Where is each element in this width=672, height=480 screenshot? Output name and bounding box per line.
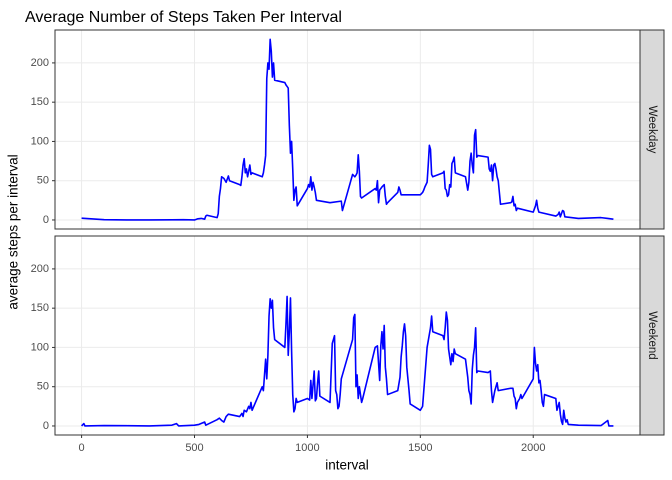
strip bbox=[639, 29, 665, 230]
panel-background bbox=[55, 236, 640, 435]
x-tick-label: 2000 bbox=[521, 442, 545, 454]
x-tick-label: 1500 bbox=[408, 442, 432, 454]
strip bbox=[639, 235, 665, 436]
y-tick-label: 100 bbox=[31, 135, 49, 147]
x-tick-label: 1000 bbox=[295, 442, 319, 454]
y-tick-label: 100 bbox=[31, 341, 49, 353]
y-tick-label: 150 bbox=[31, 302, 49, 314]
y-tick-label: 200 bbox=[31, 263, 49, 275]
y-tick-label: 0 bbox=[43, 214, 49, 226]
x-tick-label: 0 bbox=[79, 442, 85, 454]
y-tick-label: 50 bbox=[37, 381, 49, 393]
series-line bbox=[81, 295, 614, 427]
y-tick-label: 0 bbox=[43, 420, 49, 432]
chart-title: Average Number of Steps Taken Per Interv… bbox=[25, 9, 342, 26]
x-tick-label: 500 bbox=[185, 442, 203, 454]
y-tick-label: 50 bbox=[37, 175, 49, 187]
y-tick-label: 200 bbox=[31, 57, 49, 69]
strip-label: Weekday bbox=[646, 106, 658, 154]
x-axis-label: interval bbox=[325, 458, 369, 473]
series-line bbox=[81, 38, 614, 221]
panel-background bbox=[55, 30, 640, 229]
y-axis-label: average steps per interval bbox=[6, 154, 21, 309]
y-tick-label: 150 bbox=[31, 96, 49, 108]
strip-label: Weekend bbox=[646, 311, 658, 359]
